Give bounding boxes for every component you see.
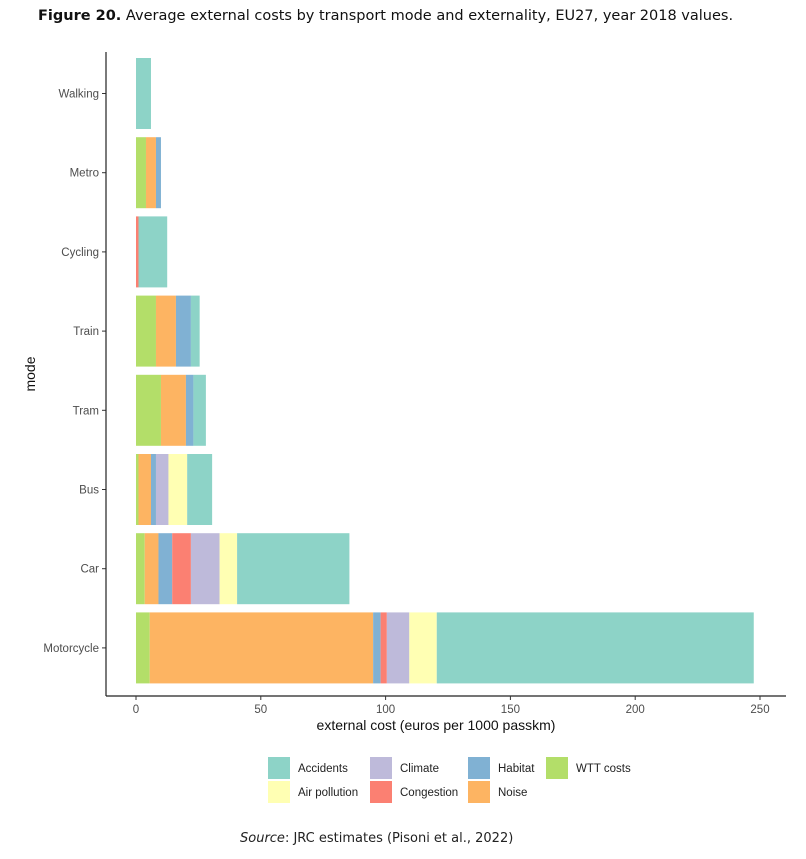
y-tick-label: Car (80, 564, 99, 576)
legend-swatch-congestion (370, 781, 392, 803)
legend-label: Climate (400, 763, 439, 775)
legend-label: Air pollution (298, 787, 358, 799)
bar-bus-accidents (187, 454, 213, 525)
bar-cycling-congestion (136, 216, 139, 288)
bar-motorcycle-noise (149, 612, 374, 684)
legend-swatch-air-pollution (268, 781, 290, 803)
x-tick-label: 200 (626, 704, 645, 716)
bar-walking-accidents (136, 58, 151, 129)
x-tick-label: 50 (254, 704, 267, 716)
bar-car-congestion (172, 533, 191, 605)
y-tick-label: Bus (79, 485, 99, 497)
bar-bus-habitat (150, 454, 156, 525)
bar-car-climate (190, 533, 220, 605)
legend-swatch-noise (468, 781, 490, 803)
bar-train-accidents (190, 295, 200, 367)
bar-car-wtt-costs (136, 533, 145, 605)
bar-motorcycle-accidents (436, 612, 754, 684)
bar-bus-air-pollution (168, 454, 188, 525)
bar-car-accidents (237, 533, 350, 605)
source-text: : JRC estimates (Pisoni et al., 2022) (284, 831, 514, 846)
figure-caption: Figure 20. Average external costs by tra… (38, 8, 733, 24)
bars-layer (136, 58, 754, 684)
bar-metro-habitat (155, 137, 161, 209)
legend-swatch-accidents (268, 757, 290, 779)
axes-layer: Walking Metro Cycling Train Tram Bus Car Motorc… (22, 52, 786, 733)
legend-label: Noise (498, 787, 527, 799)
bar-motorcycle-habitat (373, 612, 381, 684)
bar-car-habitat (158, 533, 173, 605)
bar-bus-wtt-costs (136, 454, 139, 525)
y-tick-label: Tram (73, 405, 99, 417)
x-tick-label: 0 (133, 704, 139, 716)
bar-bus-noise (138, 454, 151, 525)
legend-swatch-wtt-costs (546, 757, 568, 779)
legend-label: Accidents (298, 763, 348, 775)
bar-tram-noise (160, 374, 186, 446)
bar-cycling-accidents (138, 216, 168, 288)
bar-car-air-pollution (219, 533, 238, 605)
bar-motorcycle-wtt-costs (136, 612, 150, 684)
y-tick-label: Motorcycle (43, 643, 99, 655)
figure-label: Figure 20. (38, 8, 122, 24)
x-tick-label: 250 (750, 704, 769, 716)
legend-swatch-climate (370, 757, 392, 779)
figure-title: Average external costs by transport mode… (125, 8, 734, 24)
y-tick-label: Walking (59, 89, 99, 101)
legend-label: Habitat (498, 763, 535, 775)
source-label: Source (240, 831, 285, 846)
y-axis-title: mode (22, 356, 38, 391)
bar-tram-wtt-costs (136, 374, 161, 446)
bar-tram-habitat (185, 374, 194, 446)
y-tick-label: Metro (70, 168, 99, 180)
bar-motorcycle-climate (386, 612, 410, 684)
bar-metro-wtt-costs (136, 137, 146, 209)
legend-label: WTT costs (576, 763, 631, 775)
bar-bus-climate (155, 454, 169, 525)
source-note: Source: JRC estimates (Pisoni et al., 20… (240, 831, 513, 846)
bar-tram-accidents (193, 374, 206, 446)
y-tick-label: Cycling (61, 247, 99, 259)
bar-train-noise (155, 295, 176, 367)
y-tick-label: Train (73, 326, 99, 338)
x-tick-label: 150 (501, 704, 520, 716)
legend-swatch-habitat (468, 757, 490, 779)
x-axis-title: external cost (euros per 1000 passkm) (317, 717, 556, 733)
legend: Accidents Climate Habitat WTT costs Air poll… (268, 757, 631, 803)
bar-train-wtt-costs (136, 295, 156, 367)
bar-motorcycle-congestion (380, 612, 387, 684)
bar-metro-noise (145, 137, 156, 209)
bar-car-noise (144, 533, 159, 605)
bar-motorcycle-air-pollution (409, 612, 437, 684)
bar-train-habitat (175, 295, 191, 367)
x-tick-label: 100 (376, 704, 395, 716)
legend-label: Congestion (400, 787, 458, 799)
